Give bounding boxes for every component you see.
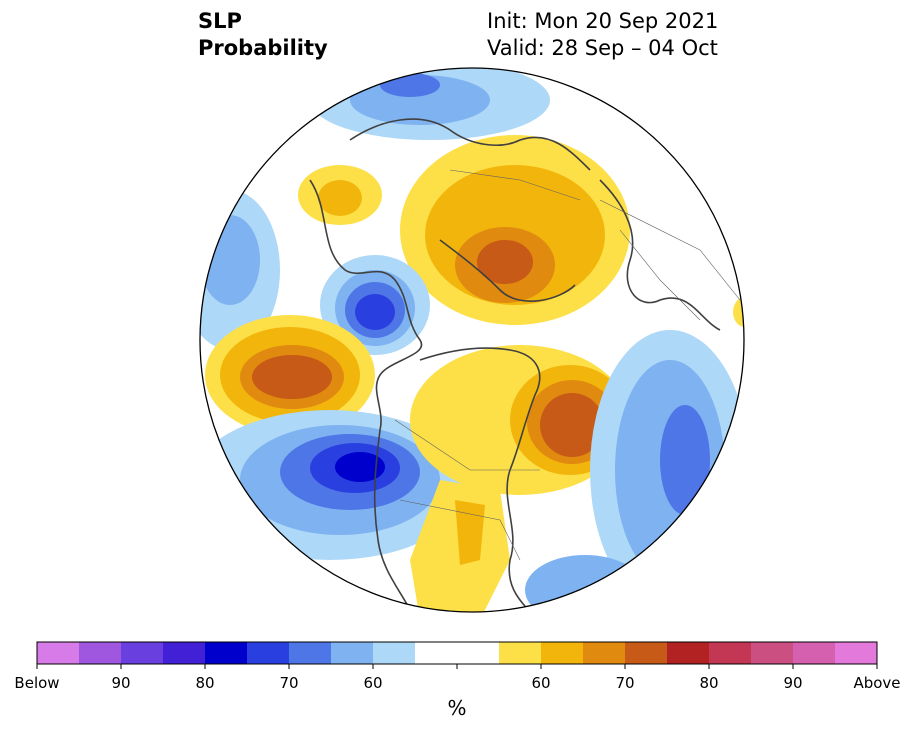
- colorbar-label: 80: [699, 674, 719, 692]
- date-info: Init: Mon 20 Sep 2021 Valid: 28 Sep – 04…: [487, 8, 718, 62]
- map-boundary: [199, 67, 745, 613]
- colorbar-cell: [247, 642, 289, 664]
- map-title: SLP Probability: [198, 8, 328, 62]
- colorbar-cell: [289, 642, 331, 664]
- npac-high-70: [252, 355, 332, 399]
- colorbar-label: 90: [783, 674, 803, 692]
- colorbar-cell: [583, 642, 625, 664]
- colorbar-cell: [163, 642, 205, 664]
- colorbar-cell: [79, 642, 121, 664]
- probability-field: [200, 68, 744, 612]
- colorbar-cell: [625, 642, 667, 664]
- colorbar-cell: [835, 642, 877, 664]
- colorbar-label: 70: [615, 674, 635, 692]
- atl-south-low-65: [525, 555, 645, 612]
- us-high-60: [455, 500, 485, 565]
- colorbar-cell: [373, 642, 415, 664]
- variable-label: SLP: [198, 9, 242, 33]
- colorbar: [36, 641, 878, 669]
- kamchatka-low-75: [355, 294, 395, 330]
- greenland-high-70: [540, 393, 604, 457]
- colorbar-cell: [751, 642, 793, 664]
- colorbar-label: 70: [279, 674, 299, 692]
- colorbar-cell: [415, 642, 499, 664]
- colorbar-cell: [331, 642, 373, 664]
- colorbar-cell: [121, 642, 163, 664]
- colorbar-cell: [709, 642, 751, 664]
- colorbar-label: Below: [14, 674, 60, 692]
- natl-low-70: [660, 405, 710, 515]
- product-label: Probability: [198, 36, 328, 60]
- west-low-70: [200, 215, 260, 305]
- colorbar-label: 60: [531, 674, 551, 692]
- colorbar-cells: [37, 642, 877, 664]
- colorbar-label: 80: [195, 674, 215, 692]
- colorbar-unit: %: [447, 696, 467, 720]
- colorbar-cell: [793, 642, 835, 664]
- arctic-low-75: [380, 73, 440, 97]
- coastlines: [309, 118, 721, 612]
- polar-map: [199, 67, 745, 613]
- europe-high-55: [733, 297, 744, 327]
- colorbar-cell: [205, 642, 247, 664]
- colorbar-label: 60: [363, 674, 383, 692]
- colorbar-cell: [37, 642, 79, 664]
- west-high-60: [318, 180, 362, 216]
- colorbar-ticks: [36, 664, 878, 669]
- colorbar-cell: [667, 642, 709, 664]
- colorbar-cell: [541, 642, 583, 664]
- colorbar-label: 90: [111, 674, 131, 692]
- colorbar-cell: [499, 642, 541, 664]
- borders: [394, 169, 741, 561]
- goa-low-80: [335, 452, 385, 482]
- valid-date: Valid: 28 Sep – 04 Oct: [487, 36, 718, 60]
- init-date: Init: Mon 20 Sep 2021: [487, 9, 719, 33]
- colorbar-label: Above: [853, 674, 901, 692]
- siberia-high-70: [477, 240, 533, 284]
